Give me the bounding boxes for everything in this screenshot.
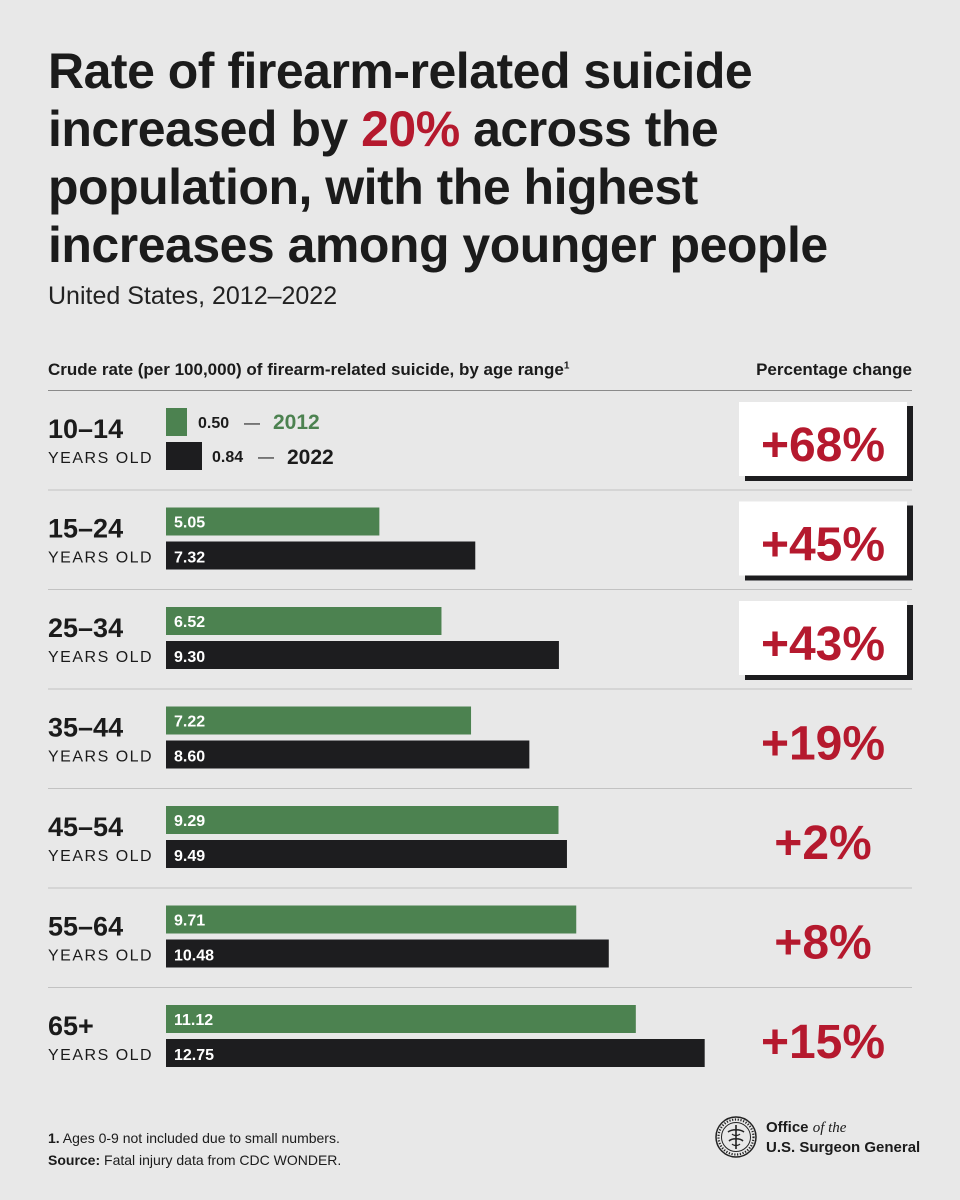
logo-text: Office of the U.S. Surgeon General xyxy=(766,1118,920,1157)
percentage-change-label: +43% xyxy=(761,618,885,671)
years-old-label: YEARS OLD xyxy=(48,550,153,567)
years-old-label: YEARS OLD xyxy=(48,1047,153,1064)
bar-2012 xyxy=(166,905,577,934)
source-note: Source: Fatal injury data from CDC WONDE… xyxy=(48,1149,341,1171)
value-label-2022: 12.75 xyxy=(174,1047,214,1064)
bar-2022 xyxy=(166,1039,705,1067)
logo-of-the: of the xyxy=(812,1119,847,1136)
age-range-label: 10–14 xyxy=(48,414,123,444)
value-label-2012: 9.29 xyxy=(174,813,205,830)
header-divider xyxy=(48,390,912,391)
years-old-label: YEARS OLD xyxy=(48,848,153,865)
bar-2022 xyxy=(166,939,609,968)
value-label-2012: 0.50 xyxy=(198,415,229,432)
footnote-marker: 1 xyxy=(563,360,570,372)
age-range-label: 65+ xyxy=(48,1011,94,1041)
age-range-label: 15–24 xyxy=(48,514,123,544)
chart-subtitle: United States, 2012–2022 xyxy=(48,282,338,310)
footer-notes: 1. Ages 0-9 not included due to small nu… xyxy=(48,1127,341,1171)
age-range-label: 55–64 xyxy=(48,912,123,942)
highlight-box xyxy=(739,402,907,476)
footnote-text: Ages 0-9 not included due to small numbe… xyxy=(59,1130,340,1146)
value-label-2022: 7.32 xyxy=(174,550,205,567)
value-label-2022: 0.84 xyxy=(212,449,243,466)
row-divider xyxy=(48,887,912,889)
title-part-1: Rate of firearm-related suicide increase… xyxy=(48,43,753,157)
bar-2022 xyxy=(166,740,530,769)
row-divider xyxy=(48,788,912,789)
percentage-change-label: +2% xyxy=(774,817,871,870)
bar-2012 xyxy=(166,706,472,735)
footnote: 1. Ages 0-9 not included due to small nu… xyxy=(48,1127,341,1149)
years-old-label: YEARS OLD xyxy=(48,649,153,666)
percentage-change-label: +19% xyxy=(761,718,885,771)
bar-2022 xyxy=(166,442,202,470)
age-range-label: 45–54 xyxy=(48,812,123,842)
value-label-2022: 9.30 xyxy=(174,649,205,666)
left-column-header: Crude rate (per 100,000) of firearm-rela… xyxy=(48,360,569,380)
value-label-2012: 7.22 xyxy=(174,714,205,731)
years-old-label: YEARS OLD xyxy=(48,749,153,766)
logo-line-2: U.S. Surgeon General xyxy=(766,1138,921,1156)
value-label-2022: 9.49 xyxy=(174,848,205,865)
right-column-header: Percentage change xyxy=(756,360,912,379)
logo-office: Office xyxy=(766,1118,809,1136)
percentage-change-label: +8% xyxy=(774,917,871,970)
chart-title: Rate of firearm-related suicide increase… xyxy=(48,42,918,274)
bar-2012 xyxy=(166,607,442,635)
value-label-2022: 10.48 xyxy=(174,948,214,965)
logo-line-1: Office of the xyxy=(766,1118,920,1138)
value-label-2022: 8.60 xyxy=(174,749,205,766)
source-label: Source: xyxy=(48,1152,101,1168)
row-divider xyxy=(48,589,912,590)
legend-dash: — xyxy=(244,415,260,432)
age-range-label: 25–34 xyxy=(48,613,123,643)
years-old-label: YEARS OLD xyxy=(48,948,153,965)
row-divider xyxy=(48,489,912,491)
legend-dash: — xyxy=(258,449,274,466)
title-highlight: 20% xyxy=(361,101,460,157)
highlight-box xyxy=(739,601,907,675)
bar-2022 xyxy=(166,641,559,669)
left-column-label: Crude rate (per 100,000) of firearm-rela… xyxy=(48,360,564,379)
legend-2012: 2012 xyxy=(273,411,320,434)
years-old-label: YEARS OLD xyxy=(48,450,153,467)
footnote-number: 1. xyxy=(48,1130,60,1146)
bar-2022 xyxy=(166,840,567,868)
bar-2012 xyxy=(166,806,559,834)
row-divider xyxy=(48,688,912,690)
title-part-2: across the population, with the highest … xyxy=(48,101,828,273)
value-label-2012: 11.12 xyxy=(174,1012,213,1029)
value-label-2012: 6.52 xyxy=(174,614,205,631)
percentage-change-label: +68% xyxy=(761,419,885,472)
surgeon-general-logo: Office of the U.S. Surgeon General xyxy=(714,1115,920,1159)
bar-2012 xyxy=(166,408,187,436)
value-label-2012: 9.71 xyxy=(174,913,205,930)
percentage-change-label: +45% xyxy=(761,519,885,572)
bar-2022 xyxy=(166,541,476,570)
highlight-box xyxy=(739,501,907,576)
legend-2022: 2022 xyxy=(287,446,334,469)
source-text: Fatal injury data from CDC WONDER. xyxy=(100,1152,342,1168)
row-divider xyxy=(48,987,912,988)
value-label-2012: 5.05 xyxy=(174,515,205,532)
surgeon-general-seal-icon xyxy=(715,1116,757,1158)
bar-2012 xyxy=(166,507,380,536)
bar-2012 xyxy=(166,1005,636,1033)
percentage-change-label: +15% xyxy=(761,1016,885,1069)
age-range-label: 35–44 xyxy=(48,713,123,743)
